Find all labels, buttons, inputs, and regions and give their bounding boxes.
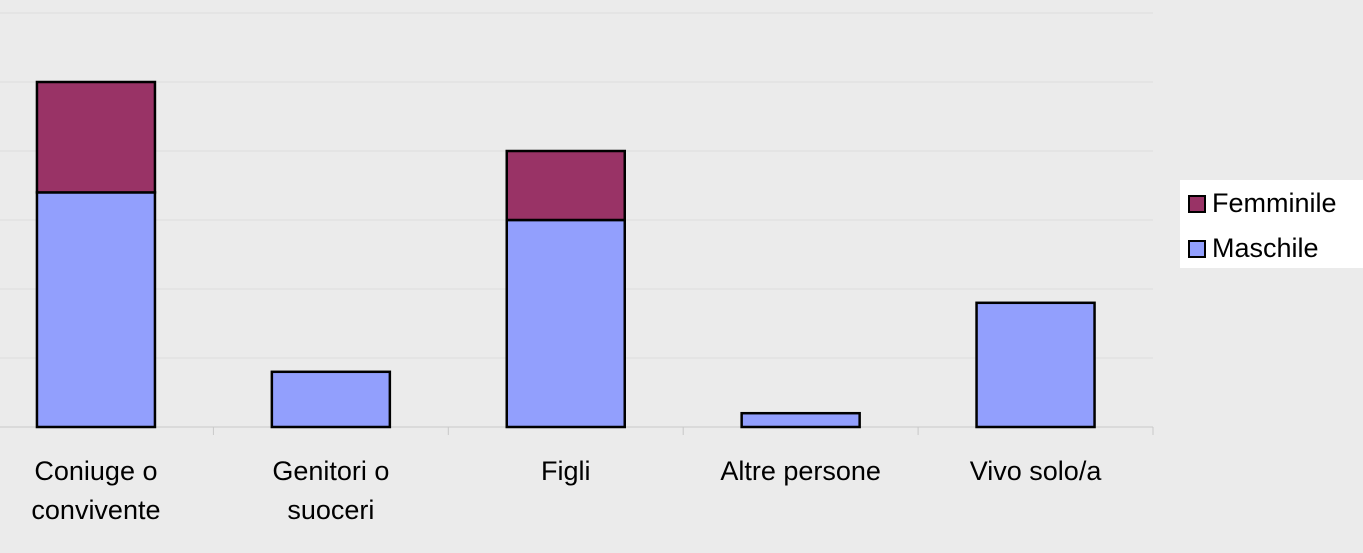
bar-segment bbox=[740, 411, 861, 429]
x-tick-label: Coniuge o convivente bbox=[31, 456, 161, 525]
legend-entry: Maschile bbox=[1188, 233, 1319, 264]
x-tick-label: Genitori o suoceri bbox=[272, 456, 390, 525]
bar-segment bbox=[975, 301, 1096, 429]
bar-segment bbox=[270, 370, 392, 429]
legend-swatch bbox=[1188, 194, 1206, 213]
legend-label: Maschile bbox=[1212, 233, 1319, 263]
bar-segment bbox=[505, 149, 626, 222]
bar-segment bbox=[505, 218, 626, 429]
legend-swatch bbox=[1188, 239, 1206, 258]
bar-segment bbox=[35, 80, 157, 194]
legend-entry: Femminile bbox=[1188, 188, 1337, 219]
x-tick-label: Vivo solo/a bbox=[969, 456, 1102, 486]
bar-segment bbox=[35, 191, 157, 429]
x-tick-label: Figli bbox=[540, 456, 591, 486]
x-tick-label: Altre persone bbox=[720, 456, 881, 486]
legend: Femminile Maschile bbox=[1180, 180, 1363, 268]
legend-label: Femminile bbox=[1212, 188, 1337, 218]
